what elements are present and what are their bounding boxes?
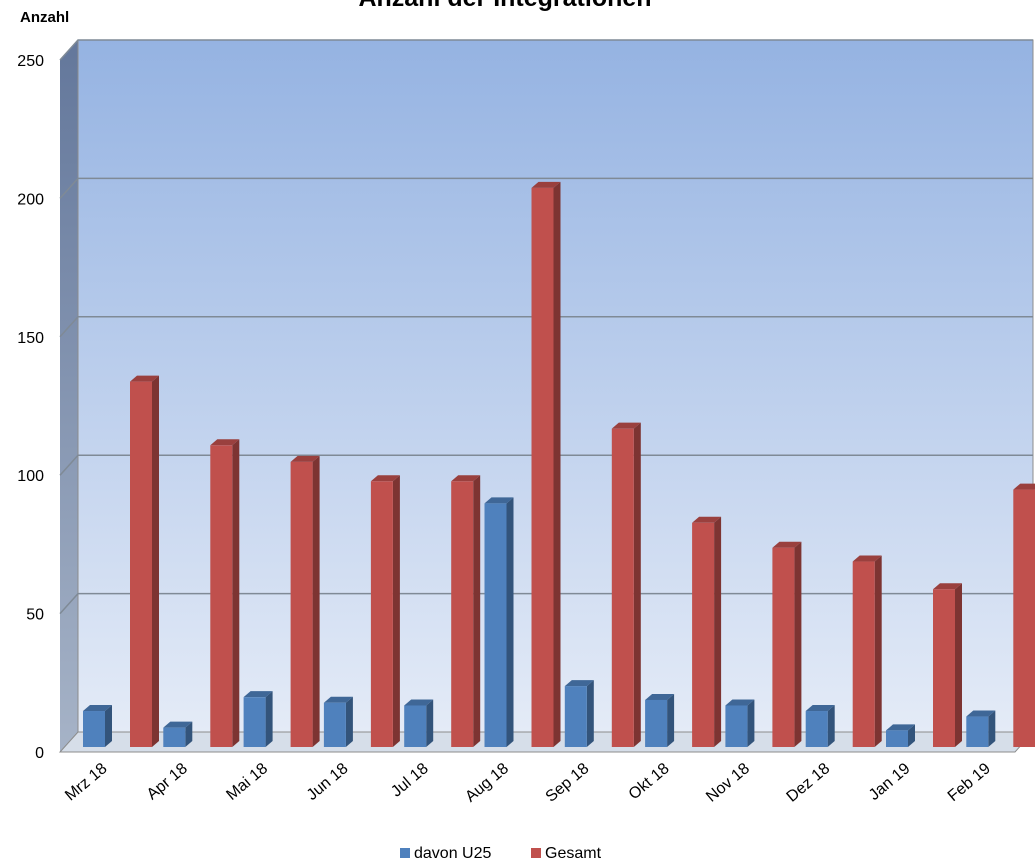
- bar-u25: [966, 710, 996, 747]
- bar-u25: [404, 699, 434, 747]
- bar-u25: [805, 705, 835, 747]
- bar-u25: [83, 705, 112, 747]
- y-tick-label: 150: [17, 330, 44, 347]
- gridline: [59, 454, 1033, 476]
- bar-gesamt: [611, 422, 641, 747]
- x-tick-label: Mai 18: [223, 760, 271, 804]
- bar-u25: [725, 699, 755, 747]
- bar-gesamt: [1013, 483, 1035, 747]
- x-tick-label: Jun 18: [304, 760, 352, 804]
- y-tick-label: 0: [35, 745, 44, 762]
- chart-side-wall: [60, 40, 78, 752]
- bar-u25: [484, 497, 514, 747]
- bars: [83, 181, 1035, 747]
- bar-gesamt: [692, 516, 722, 747]
- bar-gesamt: [852, 555, 882, 747]
- y-axis-label: Anzahl: [20, 9, 69, 26]
- chart-title: Anzahl der Integrationen: [358, 0, 651, 12]
- x-tick-label: Mrz 18: [62, 760, 110, 805]
- bar-u25: [564, 680, 594, 747]
- x-tick-label: Jan 19: [866, 760, 914, 804]
- y-tick-label: 100: [17, 468, 44, 485]
- x-tick-label: Apr 18: [144, 760, 191, 803]
- bar-u25: [645, 693, 675, 747]
- bar-gesamt: [290, 455, 320, 747]
- gridlines: [59, 39, 1033, 615]
- x-tick-label: Feb 19: [945, 760, 994, 805]
- y-tick-label: 200: [17, 191, 44, 208]
- bar-gesamt: [210, 439, 240, 747]
- x-tick-label: Jul 18: [388, 760, 432, 801]
- bar-gesamt: [772, 541, 802, 747]
- legend-label-gesamt: Gesamt: [545, 845, 602, 862]
- x-tick-label: Aug 18: [462, 760, 512, 806]
- x-tick-label: Sep 18: [543, 760, 593, 806]
- bar-u25: [163, 721, 193, 747]
- x-tick-label: Nov 18: [703, 760, 753, 806]
- bar-u25: [323, 696, 353, 747]
- bar-gesamt: [531, 181, 561, 747]
- legend-swatch-davon-u25: [400, 848, 410, 858]
- x-axis-labels: Mrz 18 Apr 18 Mai 18 Jun 18 Jul 18 Aug 18 Sep …: [62, 760, 994, 806]
- bar-gesamt: [451, 475, 481, 747]
- legend-label-davon-u25: davon U25: [414, 845, 491, 862]
- bar-u25: [886, 724, 915, 747]
- bar-gesamt: [130, 375, 159, 747]
- gridline: [59, 177, 1033, 199]
- gridline: [59, 316, 1033, 338]
- legend: davon U25 Gesamt: [400, 845, 602, 862]
- legend-swatch-gesamt: [531, 848, 541, 858]
- bar-gesamt: [933, 583, 962, 747]
- bar-gesamt: [370, 475, 400, 747]
- y-tick-label: 250: [17, 53, 44, 70]
- gridline: [59, 39, 1033, 61]
- y-tick-label: 50: [26, 607, 44, 624]
- x-tick-label: Dez 18: [784, 760, 834, 806]
- x-tick-label: Okt 18: [626, 760, 673, 803]
- y-axis-ticks: 0 50 100 150 200 250: [17, 53, 44, 762]
- bar-u25: [243, 691, 273, 747]
